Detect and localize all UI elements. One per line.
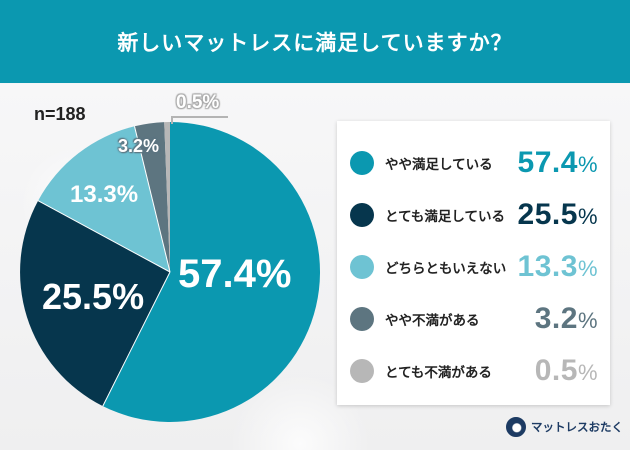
chart-title: 新しいマットレスに満足していますか？ [117,30,513,55]
leader-line [172,116,228,118]
brand-logo-icon [506,417,526,437]
legend-item: やや満足している 57.4% [337,143,610,183]
legend-label: やや不満がある [385,313,480,329]
legend-panel: やや満足している 57.4% とても満足している 25.5% どちらともいえない… [337,121,610,405]
legend-item: どちらともいえない 13.3% [337,247,610,287]
legend-item: やや不満がある 3.2% [337,299,610,339]
legend-label: とても不満がある [385,365,492,381]
legend-label: どちらともいえない [385,261,507,277]
brand-name: マットレスおたく [531,420,623,434]
sample-size-label: n=188 [34,104,86,124]
legend-swatch-icon [350,255,374,279]
legend-swatch-icon [350,307,374,331]
slice-label-somewhat-dissatisfied: 3.2% [118,136,160,156]
legend-value: 25.5% [517,198,598,231]
pie-slice-neutral [38,126,170,272]
brand-logo: マットレスおたく [506,417,623,437]
legend-label: とても満足している [385,209,506,225]
legend-swatch-icon [350,359,374,383]
slice-label-very-dissatisfied: 0.5% [176,92,220,113]
pie-slice-very-dissatisfied [164,121,170,273]
slice-label-somewhat-satisfied: 57.4% [178,252,292,296]
legend-value: 57.4% [517,146,598,179]
legend-swatch-icon [350,203,374,227]
legend-value: 13.3% [517,250,598,283]
legend-value: 0.5% [534,354,598,387]
legend-item: とても不満がある 0.5% [337,351,610,391]
slice-label-neutral: 13.3% [70,181,139,208]
legend-value: 3.2% [534,302,598,335]
leader-line-drop [171,116,173,124]
legend-item: とても満足している 25.5% [337,195,610,235]
legend-label: やや満足している [385,157,493,173]
pie-slice-somewhat-satisfied [102,122,321,422]
header-banner: 新しいマットレスに満足していますか？ [0,0,630,83]
slice-label-very-satisfied: 25.5% [42,276,145,317]
legend-swatch-icon [350,151,374,175]
